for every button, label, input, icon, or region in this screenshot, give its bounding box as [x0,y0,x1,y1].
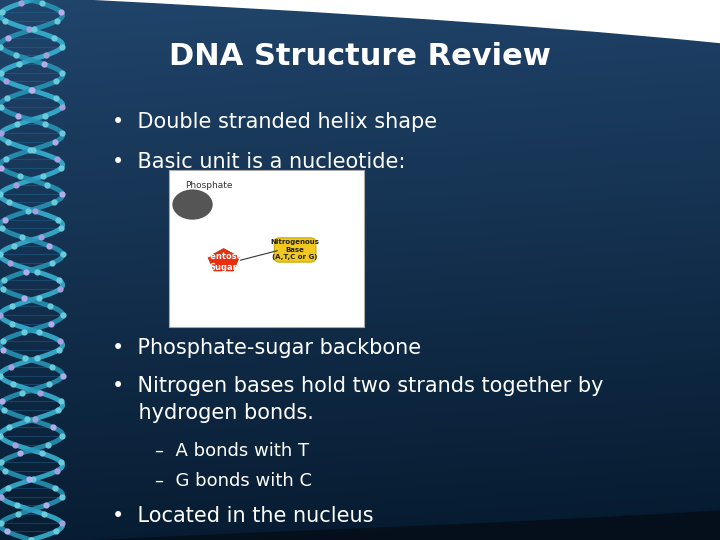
Circle shape [184,198,202,211]
Text: –  G bonds with C: – G bonds with C [155,471,312,490]
Text: DNA Structure Review: DNA Structure Review [169,42,551,71]
Text: Phosphate: Phosphate [185,181,233,190]
Circle shape [189,201,197,207]
PathPatch shape [0,510,720,540]
Text: •  Located in the nucleus: • Located in the nucleus [112,505,373,526]
FancyBboxPatch shape [274,238,316,262]
Text: •  Phosphate-sugar backbone: • Phosphate-sugar backbone [112,338,420,359]
PathPatch shape [0,0,720,43]
Text: Nitrogenous
Base
(A,T,C or G): Nitrogenous Base (A,T,C or G) [271,239,320,260]
FancyBboxPatch shape [169,170,364,327]
Text: •  Basic unit is a nucleotide:: • Basic unit is a nucleotide: [112,152,405,172]
Text: •  Nitrogen bases hold two strands together by
    hydrogen bonds.: • Nitrogen bases hold two strands togeth… [112,376,603,423]
Text: •  Double stranded helix shape: • Double stranded helix shape [112,111,437,132]
Polygon shape [208,248,239,271]
Text: –  A bonds with T: – A bonds with T [155,442,309,460]
Circle shape [177,193,207,216]
Circle shape [172,190,212,220]
Text: Pentose
Sugar: Pentose Sugar [204,252,243,272]
